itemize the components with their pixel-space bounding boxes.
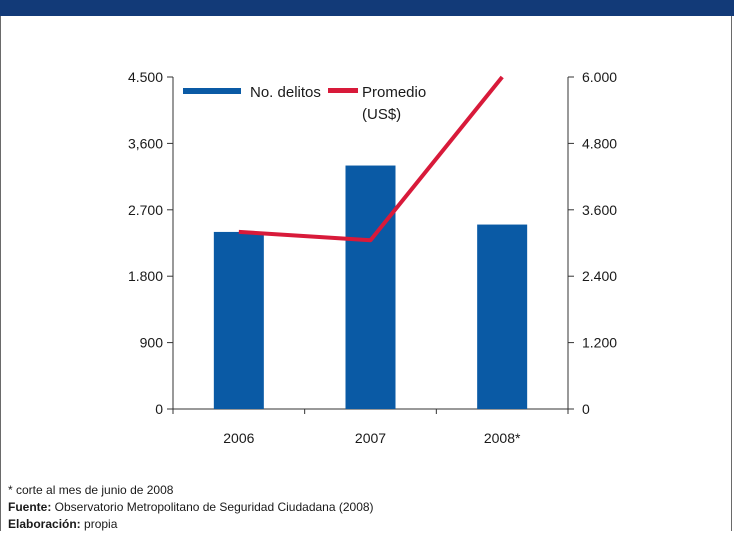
y-left-tick-label: 0 — [155, 401, 163, 417]
y-right-tick-label: 0 — [582, 401, 590, 417]
elaboration-text: propia — [81, 517, 118, 531]
legend-label-line-unit: (US$) — [362, 106, 401, 123]
bar — [346, 166, 396, 409]
x-tick-label: 2008* — [484, 430, 521, 446]
legend-label-line: Promedio — [362, 84, 426, 101]
y-right-tick-label: 2.400 — [582, 268, 617, 284]
y-left-tick-label: 4.500 — [128, 69, 163, 85]
source-text: Observatorio Metropolitano de Seguridad … — [51, 500, 373, 514]
bar — [214, 232, 264, 409]
y-left-tick-label: 1.800 — [128, 268, 163, 284]
legend-swatch-line — [328, 88, 358, 93]
elaboration-label: Elaboración: — [8, 517, 81, 531]
x-tick-label: 2006 — [223, 430, 254, 446]
x-tick-label: 2007 — [355, 430, 386, 446]
elaboration-line: Elaboración: propia — [8, 516, 374, 533]
legend-label-bars: No. delitos — [250, 84, 321, 101]
bars — [214, 166, 527, 409]
legend-swatch-bars — [183, 88, 241, 94]
chart-notes: * corte al mes de junio de 2008 Fuente: … — [8, 482, 374, 533]
footnote: * corte al mes de junio de 2008 — [8, 482, 374, 499]
y-right-tick-label: 4.800 — [582, 135, 617, 151]
y-right-tick-label: 1.200 — [582, 335, 617, 351]
chart: 0 900 1.800 2.700 3,600 4.500 0 1.200 2.400 3.600… — [0, 0, 734, 480]
bar — [477, 225, 527, 409]
source-label: Fuente: — [8, 500, 51, 514]
y-left-tick-label: 3,600 — [128, 135, 163, 151]
source-line: Fuente: Observatorio Metropolitano de Se… — [8, 499, 374, 516]
legend: No. delitos Promedio (US$) — [183, 84, 426, 123]
y-left-tick-label: 2.700 — [128, 202, 163, 218]
y-right-tick-label: 3.600 — [582, 202, 617, 218]
y-left-tick-label: 900 — [140, 335, 164, 351]
y-right-tick-label: 6.000 — [582, 69, 617, 85]
